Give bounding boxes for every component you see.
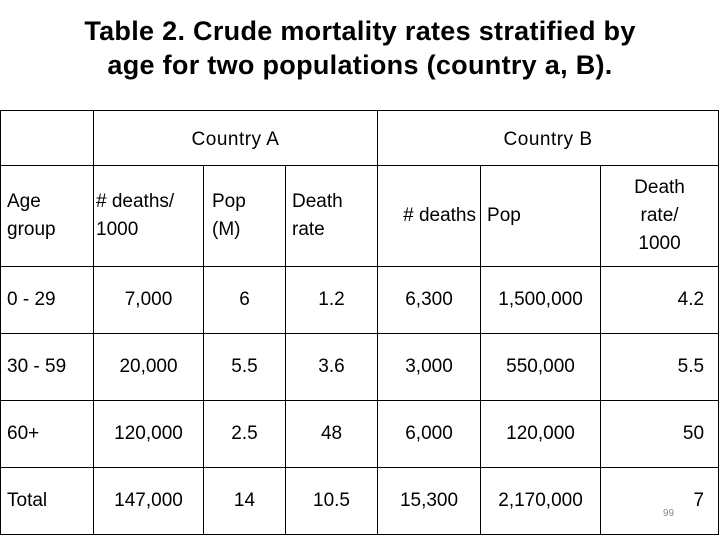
cell-b-pop: 2,170,000 [480,467,602,535]
cell-b-pop: 1,500,000 [480,266,602,334]
header-a-pop-line2: (M) [212,219,241,240]
table-row: 0 - 29 7,000 6 1.2 6,300 1,500,000 4.2 [0,266,720,334]
cell-b-rate: 4.2 [600,266,720,334]
cell-a-deaths: 147,000 [93,467,204,535]
header-b-pop-label: Pop [487,205,521,226]
country-b-label: Country B [503,129,593,150]
cell-a-deaths: 20,000 [93,333,204,401]
country-header-row: Country A Country B [0,110,720,166]
cell-b-rate: 7 [600,467,720,535]
header-a-deaths-line1: # deaths/ [96,191,175,212]
title-line-1: Table 2. Crude mortality rates stratifie… [84,16,636,46]
cell-b-deaths: 6,000 [377,400,482,468]
mortality-table: Country A Country B Age group # deaths/ … [0,110,720,535]
cell-a-deaths: 7,000 [93,266,204,334]
cell-b-rate: 5.5 [600,333,720,401]
cell-a-pop: 2.5 [203,400,286,468]
header-age-group: Age group [0,165,94,267]
header-a-deaths-line2: 1000 [96,219,139,240]
cell-a-deaths: 120,000 [93,400,204,468]
country-b-header: Country B [377,110,720,166]
cell-a-pop: 6 [203,266,286,334]
cell-age: 30 - 59 [0,333,94,401]
table-row: 60+ 120,000 2.5 48 6,000 120,000 50 [0,400,720,468]
header-a-rate-line1: Death [292,191,343,212]
header-b-rate-line3: 1000 [638,233,681,254]
cell-a-rate: 3.6 [284,333,379,401]
header-b-pop: Pop [480,165,602,267]
cell-a-rate: 10.5 [284,467,379,535]
header-b-rate-line2: rate/ [640,205,679,226]
cell-age: Total [0,467,94,535]
cell-a-pop: 5.5 [203,333,286,401]
cell-age: 60+ [0,400,94,468]
header-a-pop: Pop (M) [203,165,286,267]
header-a-rate-line2: rate [292,219,325,240]
header-b-rate: Death rate/ 1000 [600,165,720,267]
cell-b-deaths: 15,300 [377,467,482,535]
cell-b-deaths: 6,300 [377,266,482,334]
cell-b-deaths: 3,000 [377,333,482,401]
column-header-row: Age group # deaths/ 1000 Pop (M) Death r… [0,165,720,267]
cell-b-pop: 550,000 [480,333,602,401]
header-a-deaths: # deaths/ 1000 [93,165,204,267]
cell-b-rate: 50 [600,400,720,468]
header-empty-cell [0,110,94,166]
title-line-2: age for two populations (country a, B). [107,50,613,80]
header-b-deaths: # deaths [377,165,482,267]
header-age-group-line1: Age [7,191,41,212]
header-age-group-line2: group [7,219,56,240]
cell-a-rate: 48 [284,400,379,468]
header-b-deaths-label: # deaths [403,205,477,226]
cell-a-rate: 1.2 [284,266,379,334]
header-a-rate: Death rate [284,165,379,267]
header-a-pop-line1: Pop [212,191,246,212]
page-title: Table 2. Crude mortality rates stratifie… [0,14,720,82]
country-a-label: Country A [191,129,280,150]
table-row: Total 147,000 14 10.5 15,300 2,170,000 7 [0,467,720,535]
page-number: 99 [663,508,675,519]
cell-age: 0 - 29 [0,266,94,334]
country-a-header: Country A [92,110,379,166]
cell-a-pop: 14 [203,467,286,535]
cell-b-pop: 120,000 [480,400,602,468]
header-b-rate-line1: Death [634,177,685,198]
table-row: 30 - 59 20,000 5.5 3.6 3,000 550,000 5.5 [0,333,720,401]
